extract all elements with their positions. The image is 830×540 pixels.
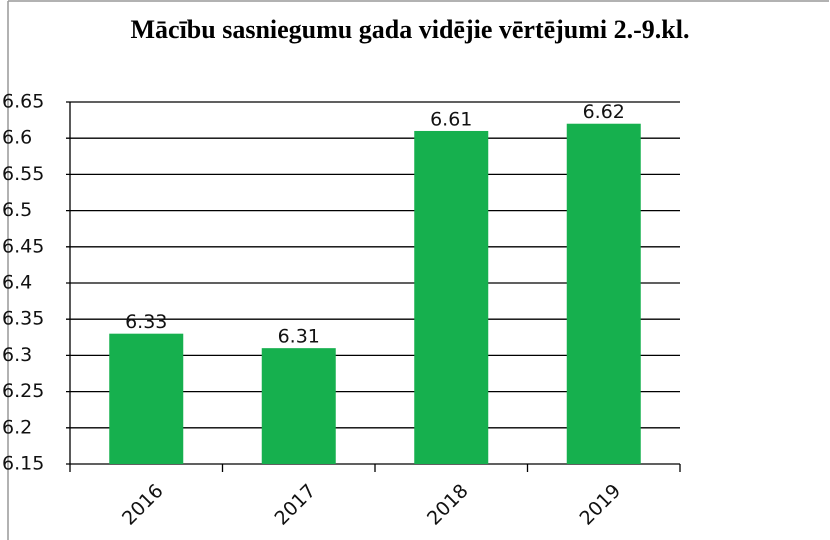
y-tick-label: 6.65	[2, 91, 44, 113]
bar	[414, 130, 489, 464]
y-tick-label: 6.25	[2, 380, 44, 402]
x-tick-label: 2019	[575, 480, 625, 530]
y-tick-label: 6.55	[2, 163, 44, 185]
data-label: 6.62	[583, 101, 625, 123]
chart-title: Mācību sasniegumu gada vidējie vērtējumi…	[130, 15, 690, 44]
x-tick-label: 2016	[118, 480, 168, 530]
bar	[566, 123, 641, 464]
bar	[109, 333, 184, 464]
x-tick-label: 2018	[423, 480, 473, 530]
y-tick-label: 6.3	[2, 344, 32, 366]
y-tick-label: 6.15	[2, 453, 44, 475]
y-tick-label: 6.35	[2, 308, 44, 330]
y-tick-label: 6.45	[2, 235, 44, 257]
data-label: 6.33	[125, 311, 167, 333]
y-tick-label: 6.2	[2, 416, 32, 438]
bar	[261, 348, 336, 464]
y-tick-label: 6.5	[2, 199, 32, 221]
y-tick-label: 6.6	[2, 127, 32, 149]
y-tick-label: 6.4	[2, 272, 32, 294]
x-tick-label: 2017	[270, 480, 320, 530]
data-label: 6.61	[430, 108, 472, 130]
data-label: 6.31	[278, 326, 320, 348]
